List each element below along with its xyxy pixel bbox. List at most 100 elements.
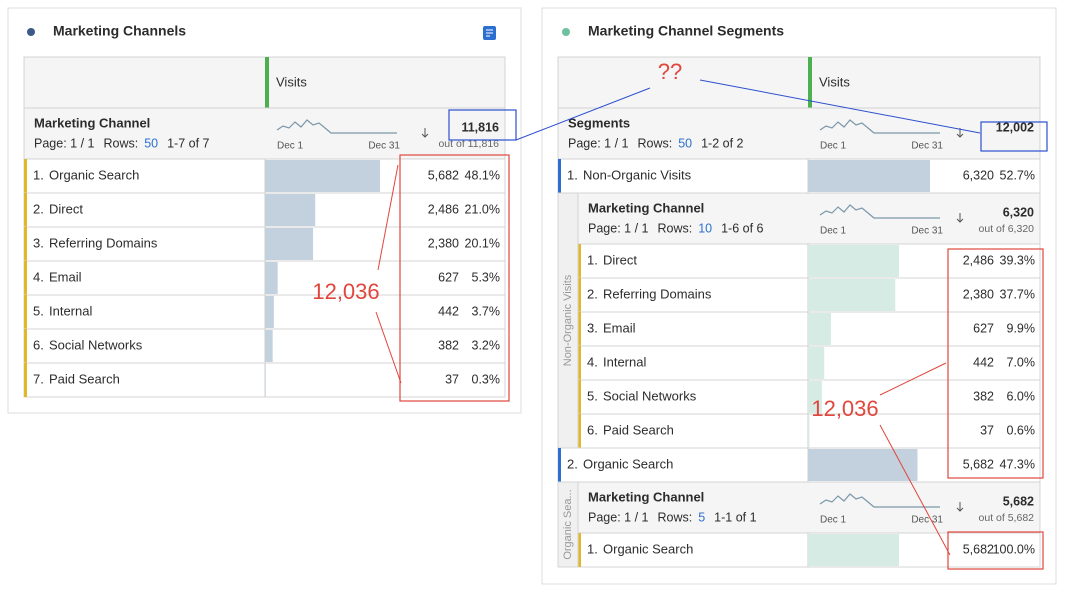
row-name: Internal <box>603 354 646 369</box>
table-row <box>557 158 1041 194</box>
row-index: 4. <box>587 354 598 369</box>
annotation-line <box>879 424 951 556</box>
sparkline <box>819 119 940 134</box>
percent: 9.9% <box>1007 321 1036 335</box>
bar <box>808 415 810 447</box>
sort-arrow[interactable] <box>956 502 964 512</box>
row-accent <box>578 380 581 414</box>
percent: 37.7% <box>1000 287 1035 301</box>
row-name: Direct <box>49 201 83 216</box>
total-of: out of 11,816 <box>438 138 499 150</box>
bar <box>265 228 314 260</box>
row-name: Social Networks <box>49 337 143 352</box>
row-accent <box>558 159 561 193</box>
total: 11,816 <box>461 120 499 134</box>
rows-label: Rows: <box>657 510 692 524</box>
visits: 442 <box>973 355 994 369</box>
row-name: Referring Domains <box>603 286 712 301</box>
sparkline-end: Dec 31 <box>368 141 400 152</box>
sparkline-end: Dec 31 <box>911 141 943 152</box>
column-header: Visits <box>819 74 850 89</box>
bar <box>265 330 273 362</box>
bar <box>808 534 899 566</box>
visits: 37 <box>445 372 459 386</box>
rows-per-page[interactable]: 5 <box>698 510 705 524</box>
visits: 2,486 <box>963 253 994 267</box>
annotations: 12,036 ?? 12,036 <box>312 59 1048 570</box>
row-accent <box>578 244 581 278</box>
percent: 6.0% <box>1007 389 1036 403</box>
visits: 2,380 <box>963 287 994 301</box>
row-index: 2. <box>567 456 578 471</box>
page-info: Page: 1 / 1 <box>568 136 629 150</box>
panel-dot <box>562 28 570 36</box>
row-index: 5. <box>587 388 598 403</box>
visits: 5,682 <box>963 457 994 471</box>
sparkline-end: Dec 31 <box>911 226 943 237</box>
sparkline-end: Dec 31 <box>911 515 943 526</box>
total-of: out of 6,320 <box>979 223 1035 235</box>
bar <box>808 449 918 481</box>
page-info: Page: 1 / 1 <box>34 136 95 150</box>
page-info: Page: 1 / 1 <box>588 510 649 524</box>
row-index: 6. <box>33 337 44 352</box>
row-name: Organic Search <box>49 167 139 182</box>
percent: 100.0% <box>993 542 1035 556</box>
visits: 37 <box>980 423 994 437</box>
visits: 5,682 <box>963 542 994 556</box>
row-index: 2. <box>587 286 598 301</box>
rows-per-page[interactable]: 50 <box>678 136 692 150</box>
row-range: 1-2 of 2 <box>701 136 743 150</box>
row-accent <box>578 533 581 567</box>
row-name: Direct <box>603 252 637 267</box>
row-index: 6. <box>587 422 598 437</box>
sparkline-start: Dec 1 <box>820 515 847 526</box>
dimension-name: Segments <box>568 115 630 130</box>
row-index: 3. <box>587 320 598 335</box>
row-name: Email <box>603 320 636 335</box>
row-range: 1-1 of 1 <box>714 510 756 524</box>
percent: 20.1% <box>465 236 500 250</box>
sort-arrow[interactable] <box>956 213 964 223</box>
row-index: 1. <box>33 167 44 182</box>
bar <box>808 279 896 311</box>
percent: 48.1% <box>465 168 500 182</box>
dimension-name: Marketing Channel <box>588 489 704 504</box>
row-accent <box>24 193 27 227</box>
sparkline-start: Dec 1 <box>820 141 847 152</box>
sort-arrow[interactable] <box>421 128 429 138</box>
annotation-line <box>699 79 981 134</box>
rows-per-page[interactable]: 10 <box>698 221 712 235</box>
bar <box>808 313 831 345</box>
row-name: Referring Domains <box>49 235 158 250</box>
sparkline-start: Dec 1 <box>277 141 304 152</box>
sparkline-start: Dec 1 <box>820 226 847 237</box>
rows-per-page[interactable]: 50 <box>144 136 158 150</box>
bar <box>265 194 316 226</box>
header-row <box>23 107 506 160</box>
row-name: Organic Search <box>603 541 693 556</box>
row-index: 1. <box>567 167 578 182</box>
bar <box>265 160 380 192</box>
row-name: Email <box>49 269 82 284</box>
row-accent <box>578 346 581 380</box>
bar <box>808 160 930 192</box>
percent: 39.3% <box>1000 253 1035 267</box>
row-range: 1-7 of 7 <box>167 136 209 150</box>
notes-icon[interactable] <box>483 26 496 40</box>
row-accent <box>578 278 581 312</box>
total: 6,320 <box>1003 205 1034 219</box>
column-header: Visits <box>276 74 307 89</box>
row-name: Social Networks <box>603 388 697 403</box>
visits: 382 <box>973 389 994 403</box>
row-index: 7. <box>33 371 44 386</box>
panel-title: Marketing Channels <box>53 23 186 39</box>
visits: 5,682 <box>428 168 459 182</box>
segment-strip <box>557 481 579 568</box>
percent: 0.3% <box>472 372 501 386</box>
rows-label: Rows: <box>103 136 138 150</box>
annotation-line <box>377 164 399 271</box>
row-index: 1. <box>587 252 598 267</box>
metric-marker <box>808 57 812 108</box>
